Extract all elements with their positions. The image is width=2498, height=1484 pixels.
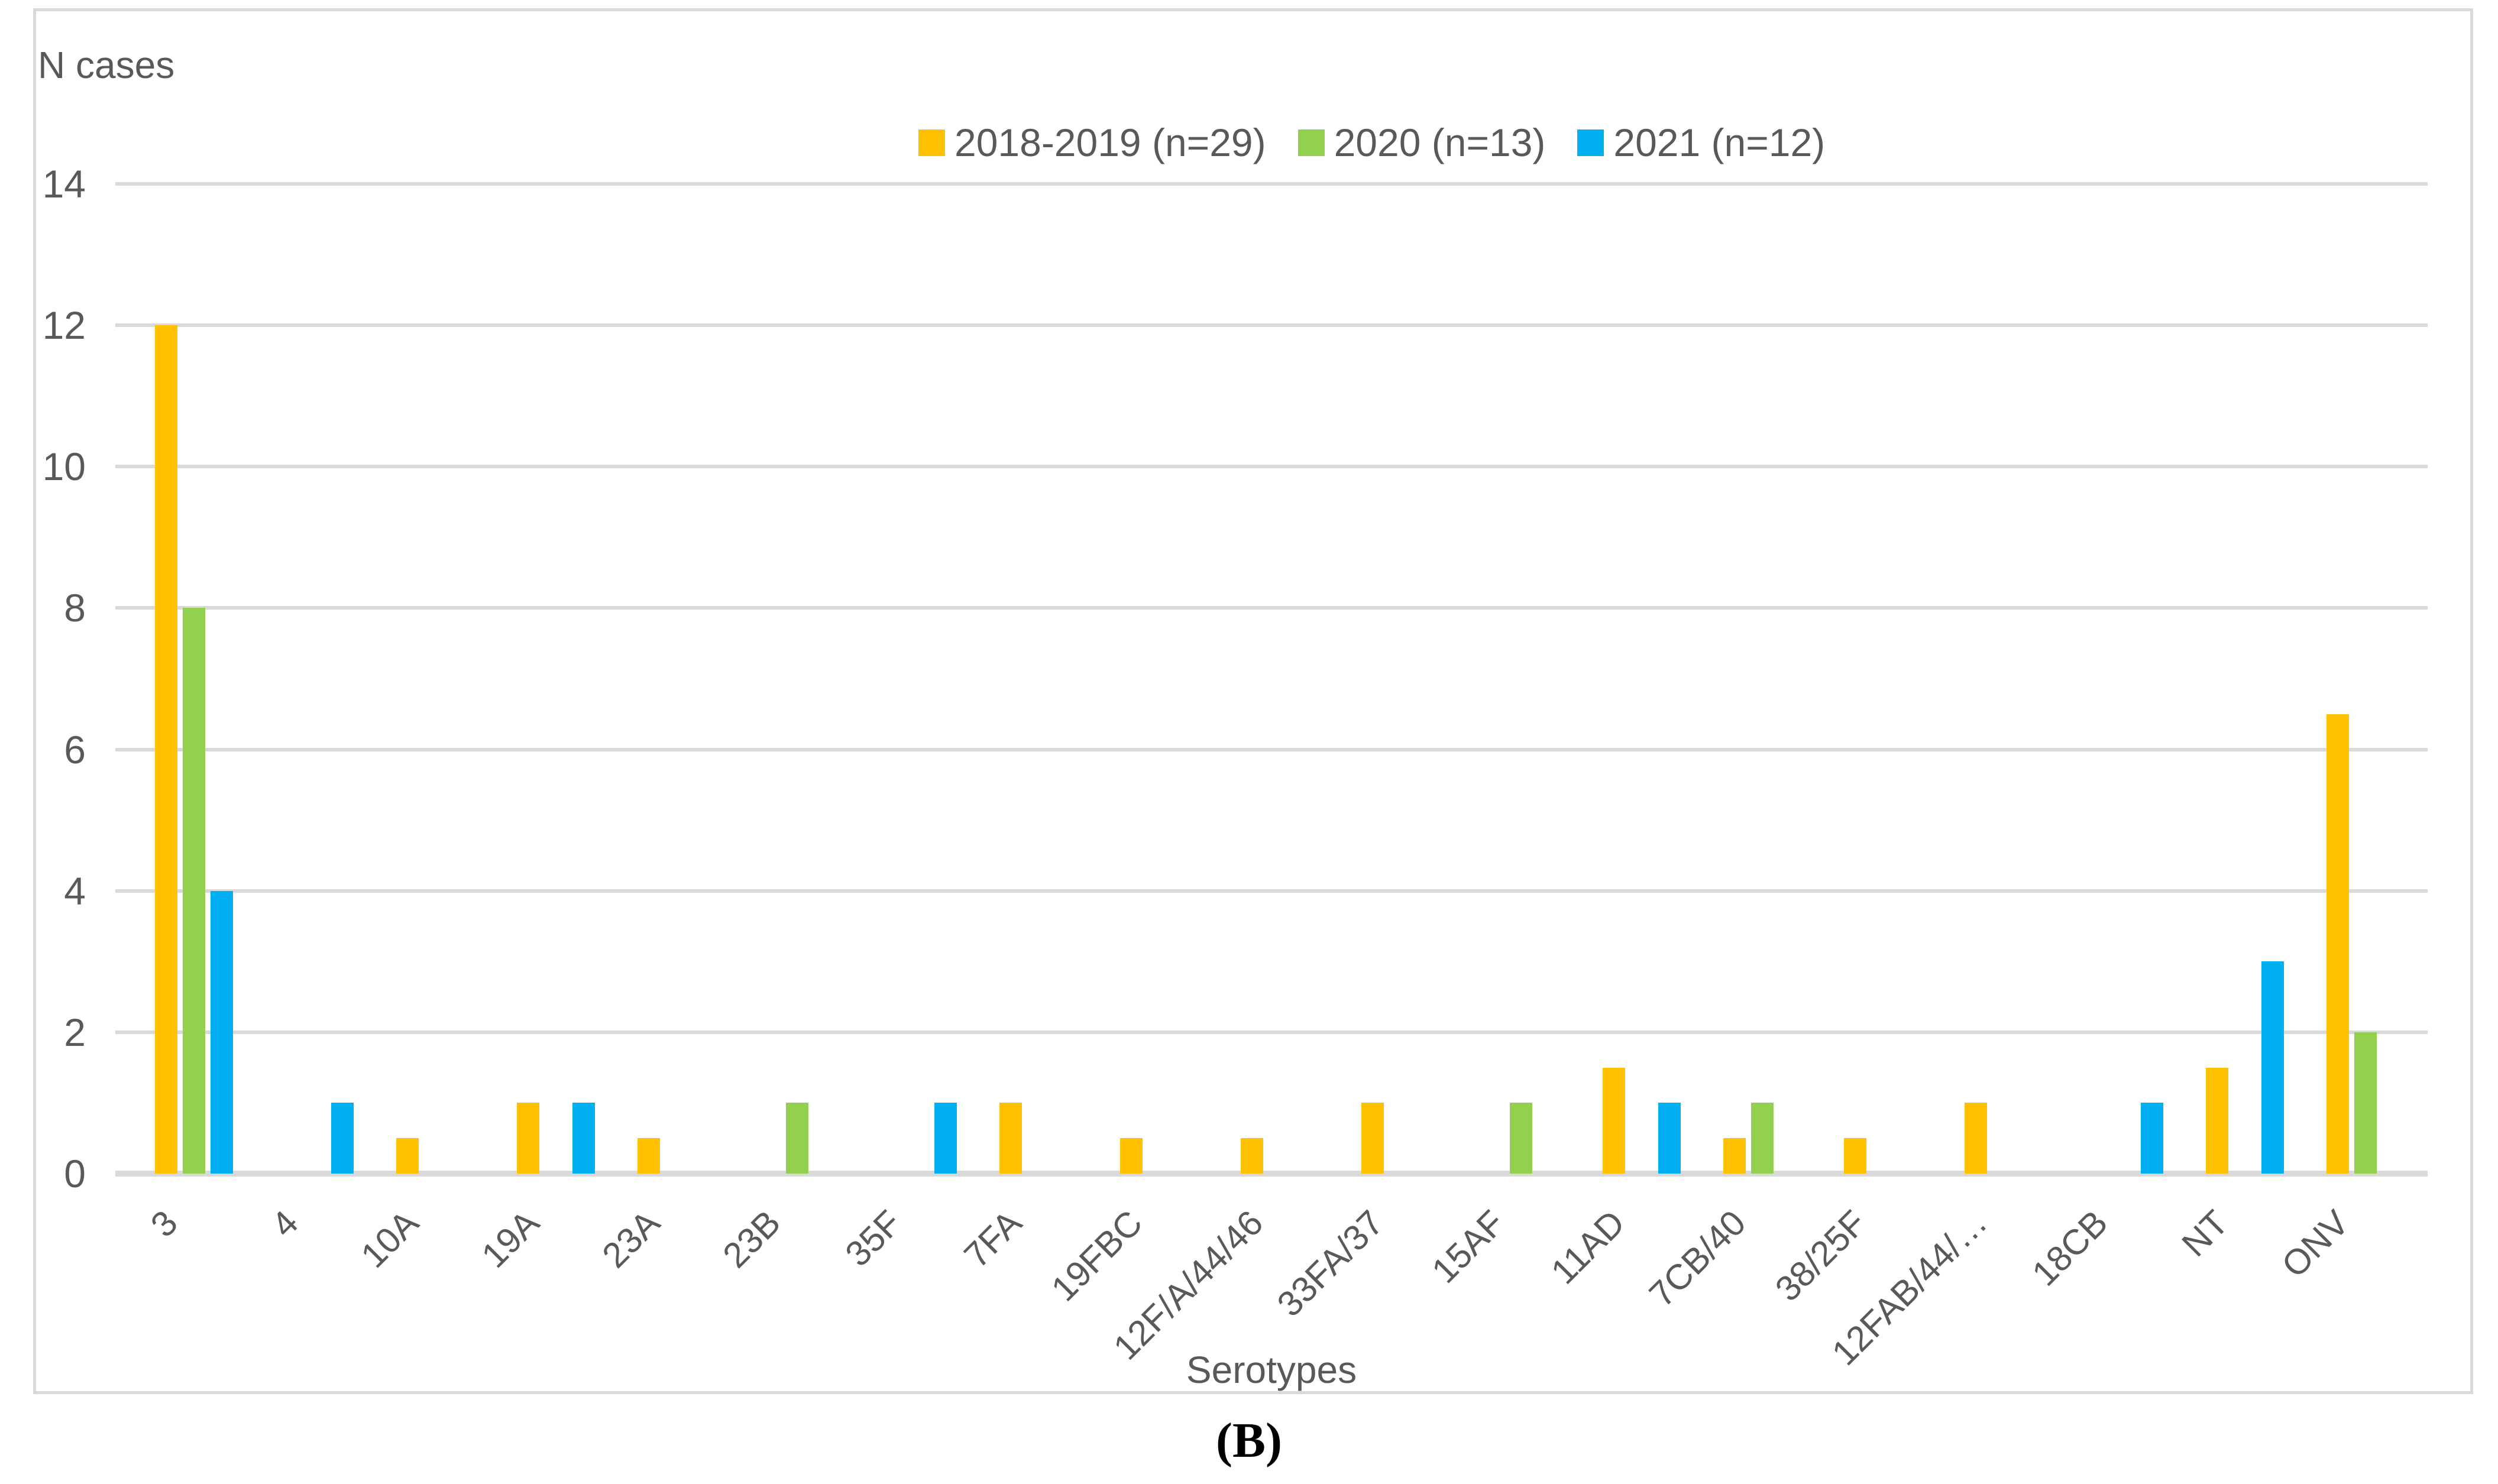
bar-2018-2019-12F/A/44/46 <box>1241 1138 1263 1174</box>
y-tick-label: 6 <box>64 727 86 772</box>
y-tick-label: 14 <box>42 162 86 206</box>
bar-2021-35F <box>934 1103 957 1174</box>
gridline <box>115 889 2428 893</box>
gridline <box>115 182 2428 186</box>
bar-2021-18CB <box>2141 1103 2163 1174</box>
gridline <box>115 606 2428 610</box>
x-axis-title: Serotypes <box>1186 1349 1357 1391</box>
bar-2020-3 <box>183 608 205 1174</box>
bar-2020-7CB/40 <box>1751 1103 1774 1174</box>
bar-2018-2019-7CB/40 <box>1723 1138 1746 1174</box>
gridline <box>115 1030 2428 1034</box>
gridline <box>115 465 2428 469</box>
bar-2018-2019-19FBC <box>1120 1138 1143 1174</box>
y-tick-label: 10 <box>42 445 86 489</box>
legend-label: 2020 (n=13) <box>1334 121 1546 164</box>
bar-2018-2019-33FA/37 <box>1361 1103 1384 1174</box>
bar-2018-2019-23A <box>638 1138 660 1174</box>
legend-item: 2021 (n=12) <box>1577 123 1825 162</box>
bar-2020-15AF <box>1510 1103 1532 1174</box>
x-axis-line <box>115 1171 2428 1177</box>
y-tick-label: 0 <box>64 1152 86 1195</box>
legend-label: 2021 (n=12) <box>1613 121 1826 164</box>
bar-2018-2019-19A <box>517 1103 539 1174</box>
legend-item: 2020 (n=13) <box>1297 121 1546 164</box>
legend-swatch-icon <box>1297 129 1325 156</box>
gridline <box>115 323 2428 328</box>
y-axis-note: N cases <box>38 44 175 86</box>
bar-2018-2019-ONV <box>2326 714 2349 1174</box>
bar-2021-NT <box>2261 961 2284 1174</box>
bar-2020-23B <box>786 1103 808 1174</box>
legend: 2018-2019 (n=29) 2020 (n=13) 2021 (n=12) <box>918 123 1825 162</box>
plot-area: 0 2 4 6 8 10 12 14 3 4 10A 19A 23A 23B 35F 7FA 19FBC 12F/… <box>43 164 2428 1373</box>
legend-swatch-icon <box>918 129 945 156</box>
bar-2021-19A <box>572 1103 595 1174</box>
bar-2020-ONV <box>2354 1032 2377 1174</box>
legend-item: 2018-2019 (n=29) <box>918 123 1266 162</box>
y-tick-label: 8 <box>64 586 86 630</box>
legend-label: 2018-2019 (n=29) <box>954 121 1266 164</box>
y-tick-label: 2 <box>64 1010 86 1054</box>
y-tick-label: 12 <box>42 303 86 348</box>
y-tick-label: 4 <box>64 869 86 913</box>
legend-swatch-icon <box>1577 129 1604 156</box>
bar-2018-2019-7FA <box>999 1103 1022 1174</box>
bar-2021-3 <box>211 890 233 1174</box>
figure-caption: (B) <box>1216 1413 1282 1468</box>
bar-2018-2019-10A <box>396 1138 419 1174</box>
gridline <box>115 747 2428 751</box>
bar-2018-2019-12FAB/44/… <box>1965 1103 1987 1174</box>
bar-2018-2019-11AD <box>1603 1067 1625 1174</box>
bar-2018-2019-NT <box>2206 1067 2228 1174</box>
bar-2018-2019-38/25F <box>1844 1138 1866 1174</box>
bar-2018-2019-3 <box>155 325 177 1174</box>
bar-2021-11AD <box>1658 1103 1681 1174</box>
bar-2021-4 <box>331 1103 354 1174</box>
